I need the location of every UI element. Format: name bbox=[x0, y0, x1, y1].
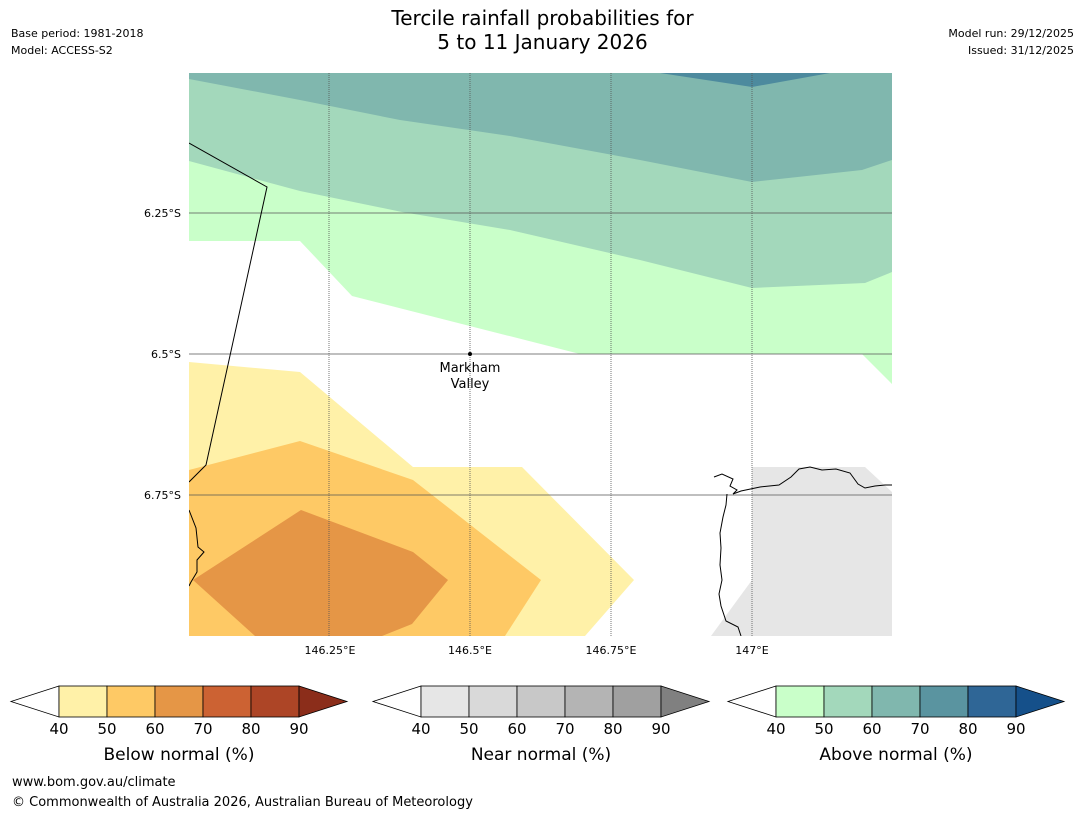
near-normal-tick-label: 60 bbox=[507, 720, 526, 738]
above-normal-color-swatch bbox=[967, 685, 1017, 718]
above-normal-70-region bbox=[660, 73, 830, 87]
footer-url: www.bom.gov.au/climate bbox=[12, 775, 176, 790]
near-normal-tick-label: 80 bbox=[603, 720, 622, 738]
near-normal-color-swatch bbox=[468, 685, 518, 718]
near-normal-tick-label: 40 bbox=[411, 720, 430, 738]
below-normal-under-triangle bbox=[9, 685, 60, 718]
above-normal-tick-label: 80 bbox=[958, 720, 977, 738]
probability-fill-layer bbox=[189, 73, 892, 636]
below-normal-color-swatch bbox=[106, 685, 156, 718]
above-normal-tick-label: 40 bbox=[766, 720, 785, 738]
above-normal-60-region bbox=[189, 73, 892, 182]
above-normal-color-swatch bbox=[871, 685, 921, 718]
graticule bbox=[189, 73, 892, 636]
footer-copyright: © Commonwealth of Australia 2026, Austra… bbox=[12, 795, 473, 810]
near-normal-under-triangle bbox=[371, 685, 422, 718]
legend-title-below-normal: Below normal (%) bbox=[103, 745, 255, 765]
below-normal-color-swatch bbox=[58, 685, 108, 718]
longitude-label: 146.75°E bbox=[586, 644, 637, 657]
below-normal-color-swatch bbox=[202, 685, 252, 718]
near-normal-40-region bbox=[711, 467, 892, 636]
near-normal-color-swatch bbox=[420, 685, 470, 718]
above-normal-tick-label: 70 bbox=[910, 720, 929, 738]
above-normal-tick-label: 50 bbox=[814, 720, 833, 738]
below-normal-tick-label: 80 bbox=[241, 720, 260, 738]
below-normal-tick-label: 70 bbox=[193, 720, 212, 738]
place-label-line-1: Markham bbox=[440, 361, 501, 376]
legend-title-above-normal: Above normal (%) bbox=[819, 745, 973, 765]
province-border bbox=[189, 509, 205, 587]
below-normal-color-swatch bbox=[154, 685, 204, 718]
above-normal-color-swatch bbox=[823, 685, 873, 718]
below-normal-tick-label: 40 bbox=[49, 720, 68, 738]
place-label-line-2: Valley bbox=[451, 377, 490, 392]
legend-title-near-normal: Near normal (%) bbox=[470, 745, 612, 765]
below-normal-tick-label: 60 bbox=[145, 720, 164, 738]
near-normal-tick-label: 70 bbox=[555, 720, 574, 738]
longitude-label: 146.5°E bbox=[448, 644, 492, 657]
above-normal-tick-label: 60 bbox=[862, 720, 881, 738]
latitude-label: 6.5°S bbox=[151, 348, 181, 361]
title-line-1: Tercile rainfall probabilities for bbox=[391, 6, 694, 30]
issued-date: Issued: 31/12/2025 bbox=[967, 44, 1074, 57]
near-normal-tick-label: 50 bbox=[459, 720, 478, 738]
near-normal-color-swatch bbox=[564, 685, 614, 718]
above-normal-over-triangle bbox=[1015, 685, 1066, 718]
above-normal-color-swatch bbox=[919, 685, 969, 718]
near-normal-color-swatch bbox=[612, 685, 662, 718]
coastline bbox=[713, 466, 892, 495]
model-run: Model run: 29/12/2025 bbox=[948, 27, 1074, 40]
coastline bbox=[718, 493, 742, 636]
longitude-label: 146.25°E bbox=[305, 644, 356, 657]
title-line-2: 5 to 11 January 2026 bbox=[437, 30, 648, 54]
legend-colorbars: 40 50 60 70 80 90 40 50 60 70 80 90 40 50 60 70 80 90 bbox=[9, 685, 1066, 738]
place-marker-icon bbox=[468, 352, 472, 356]
below-normal-60-region bbox=[193, 510, 448, 636]
province-border bbox=[189, 142, 268, 483]
latitude-label: 6.75°S bbox=[144, 489, 181, 502]
model-name: Model: ACCESS-S2 bbox=[11, 44, 113, 57]
above-normal-under-triangle bbox=[726, 685, 777, 718]
near-normal-tick-label: 90 bbox=[651, 720, 670, 738]
below-normal-tick-label: 50 bbox=[97, 720, 116, 738]
below-normal-tick-label: 90 bbox=[289, 720, 308, 738]
above-normal-tick-label: 90 bbox=[1006, 720, 1025, 738]
near-normal-over-triangle bbox=[660, 685, 711, 718]
above-normal-color-swatch bbox=[775, 685, 825, 718]
below-normal-over-triangle bbox=[298, 685, 349, 718]
below-normal-color-swatch bbox=[250, 685, 300, 718]
base-period: Base period: 1981-2018 bbox=[11, 27, 144, 40]
page-title: Tercile rainfall probabilities for 5 to … bbox=[0, 6, 1085, 54]
latitude-label: 6.25°S bbox=[144, 207, 181, 220]
near-normal-color-swatch bbox=[516, 685, 566, 718]
longitude-label: 147°E bbox=[735, 644, 768, 657]
